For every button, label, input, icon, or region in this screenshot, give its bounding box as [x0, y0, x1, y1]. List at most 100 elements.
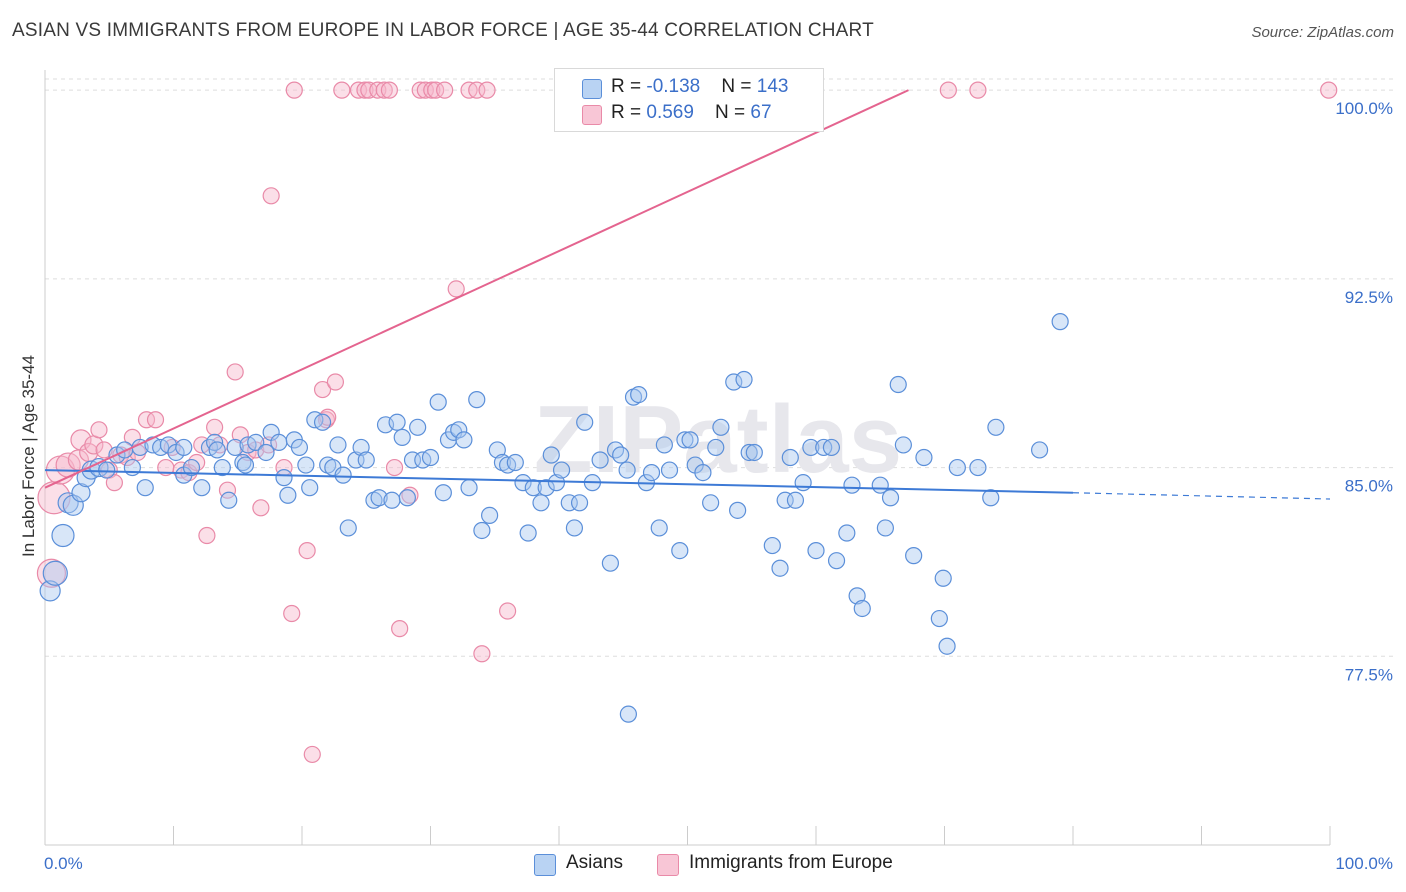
data-point [848, 587, 866, 605]
data-point [90, 421, 108, 439]
trend-line-europe [44, 89, 909, 489]
data-point [146, 411, 165, 429]
data-point [393, 428, 411, 446]
data-point [313, 380, 332, 399]
data-point [380, 81, 398, 99]
legend-swatch-pink [582, 105, 602, 125]
data-point [208, 441, 226, 459]
data-point [270, 433, 288, 452]
data-point [383, 491, 401, 509]
legend-swatch-blue [534, 854, 556, 876]
data-point [98, 461, 116, 479]
data-point [283, 604, 301, 623]
data-point [969, 81, 987, 99]
data-point [301, 479, 319, 497]
data-point [939, 81, 957, 99]
data-point [735, 370, 753, 389]
r-label: R = [611, 102, 647, 123]
data-point [447, 280, 465, 298]
data-point [838, 524, 856, 542]
data-point [514, 474, 532, 492]
data-point [676, 431, 694, 449]
data-point [725, 373, 743, 391]
asians-points [39, 313, 1069, 723]
data-point [606, 441, 625, 459]
data-point [339, 519, 357, 537]
data-point [532, 494, 550, 512]
data-point [206, 418, 224, 436]
data-point [319, 408, 337, 426]
x-tick-label: 0.0% [44, 854, 83, 873]
trend-lines [44, 89, 1331, 500]
data-point [313, 413, 332, 431]
data-point [213, 458, 231, 477]
data-point [802, 438, 820, 457]
data-point [1051, 313, 1069, 331]
data-point [137, 411, 156, 429]
data-point [650, 519, 668, 537]
data-point [247, 433, 265, 452]
stats-legend: R = -0.138 N = 143 R = 0.569 N = 67 [554, 68, 824, 132]
legend-swatch-blue [582, 79, 602, 99]
data-point [71, 483, 91, 503]
legend-swatch-pink [657, 854, 679, 876]
data-point [105, 474, 123, 492]
data-point [655, 436, 673, 454]
data-point [385, 458, 404, 477]
data-point [694, 463, 712, 482]
axes [44, 70, 1331, 846]
data-point [39, 580, 61, 602]
data-point [565, 519, 584, 537]
data-point [36, 558, 67, 588]
data-point [1030, 441, 1049, 459]
data-point [62, 494, 84, 516]
data-point [794, 474, 812, 492]
data-point [827, 552, 846, 570]
data-point [290, 438, 309, 457]
data-point [881, 489, 900, 507]
y-axis-label: In Labor Force | Age 35-44 [19, 355, 38, 557]
data-point [934, 569, 952, 587]
data-point [982, 489, 1000, 507]
data-point [547, 474, 566, 492]
data-point [429, 393, 447, 411]
data-point [740, 443, 758, 462]
data-point [843, 476, 861, 494]
data-point [398, 489, 416, 507]
data-point [763, 536, 781, 555]
data-point [450, 421, 468, 439]
data-point [175, 438, 193, 457]
data-point [234, 453, 252, 472]
data-point [524, 479, 542, 497]
data-point [473, 521, 491, 540]
data-point [876, 519, 894, 537]
data-point [938, 637, 956, 655]
data-point [915, 448, 933, 467]
data-point [894, 436, 912, 454]
data-point [70, 429, 92, 451]
legend-text: R = -0.138 N = 143 [611, 76, 788, 98]
data-point [252, 499, 270, 517]
data-point [786, 491, 805, 509]
data-point [193, 479, 211, 497]
data-point [401, 486, 419, 504]
data-point [123, 458, 141, 477]
data-point [198, 526, 216, 545]
data-point [188, 453, 206, 472]
y-tick-label: 100.0% [1335, 99, 1393, 118]
data-point [262, 187, 280, 205]
data-point [552, 461, 571, 479]
data-point [642, 463, 661, 482]
data-point [473, 645, 491, 663]
data-point [576, 413, 594, 431]
data-point [460, 479, 478, 497]
data-point [236, 456, 255, 474]
data-point [279, 486, 297, 504]
data-point [297, 456, 315, 474]
data-point [298, 542, 316, 560]
data-point [95, 441, 113, 459]
data-point [423, 81, 441, 99]
data-point [618, 461, 636, 479]
data-point [542, 446, 560, 464]
data-point [257, 443, 275, 462]
